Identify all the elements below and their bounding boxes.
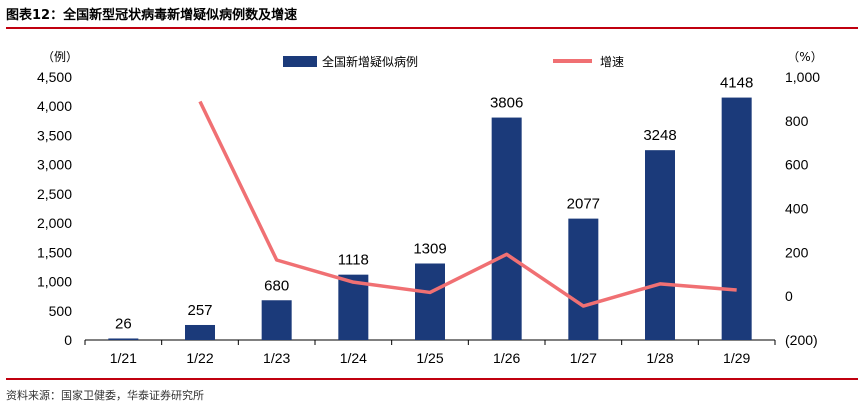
y-left-tick-label: 3,000 <box>37 157 72 173</box>
y-left-tick-label: 2,000 <box>37 215 72 231</box>
y-right-unit: （%） <box>787 50 822 64</box>
x-axis-tick-label: 1/27 <box>570 350 597 366</box>
bar-data-label: 1118 <box>338 252 369 269</box>
bar <box>338 274 369 340</box>
growth-rate-line <box>198 100 737 308</box>
legend-bar-swatch <box>283 56 317 67</box>
y-left-tick-label: 4,000 <box>37 98 72 114</box>
bar <box>568 218 599 340</box>
legend-line-label: 增速 <box>600 55 624 69</box>
bar <box>185 324 215 340</box>
top-divider <box>6 27 858 29</box>
y-right-tick-label: 400 <box>785 201 809 217</box>
bar <box>645 150 675 340</box>
y-left-tick-label: 3,500 <box>37 127 72 143</box>
y-right-tick-label: 600 <box>785 157 809 173</box>
bar <box>415 263 445 340</box>
y-left-tick-label: 0 <box>64 332 72 348</box>
y-left-tick-label: 2,500 <box>37 186 72 202</box>
y-left-tick-label: 500 <box>49 303 73 319</box>
bar-data-label: 3806 <box>490 95 523 112</box>
bar <box>491 117 522 340</box>
y-right-tick-label: 0 <box>785 288 793 304</box>
y-left-tick-label: 4,500 <box>37 69 72 85</box>
legend-bar-label: 全国新增疑似病例 <box>322 54 418 69</box>
x-axis-tick-label: 1/21 <box>110 350 137 366</box>
y-right-tick-label: 200 <box>785 244 809 260</box>
x-axis-tick-label: 1/29 <box>723 350 750 366</box>
chart-title: 图表12：全国新型冠状病毒新增疑似病例数及增速 <box>6 8 298 23</box>
y-right-tick-label: (200) <box>785 332 818 348</box>
y-left-tick-label: 1,000 <box>37 274 72 290</box>
y-right-tick-label: 1,000 <box>785 69 820 85</box>
y-right-tick-label: 800 <box>785 113 809 129</box>
x-axis-tick-label: 1/26 <box>493 350 520 366</box>
x-axis-tick-label: 1/24 <box>340 350 367 366</box>
bar-data-label: 3248 <box>643 127 676 144</box>
bar-data-label: 26 <box>115 315 132 332</box>
y-left-tick-label: 1,500 <box>37 244 72 260</box>
source-note: 资料来源：国家卫健委，华泰证券研究所 <box>6 389 204 402</box>
bar-data-label: 680 <box>264 277 289 294</box>
bar-data-label: 2077 <box>567 196 600 213</box>
bar-data-label: 1309 <box>413 240 446 257</box>
x-axis-tick-label: 1/25 <box>416 350 443 366</box>
bar <box>721 97 752 340</box>
x-axis-tick-label: 1/28 <box>646 350 673 366</box>
bottom-divider <box>6 378 858 380</box>
bar <box>108 338 139 340</box>
y-left-unit: （例） <box>42 50 78 64</box>
bar-data-label: 4148 <box>720 75 753 92</box>
bar <box>261 300 292 340</box>
x-axis-tick-label: 1/23 <box>263 350 290 366</box>
bar-data-label: 257 <box>187 302 212 319</box>
x-axis-tick-label: 1/22 <box>186 350 213 366</box>
